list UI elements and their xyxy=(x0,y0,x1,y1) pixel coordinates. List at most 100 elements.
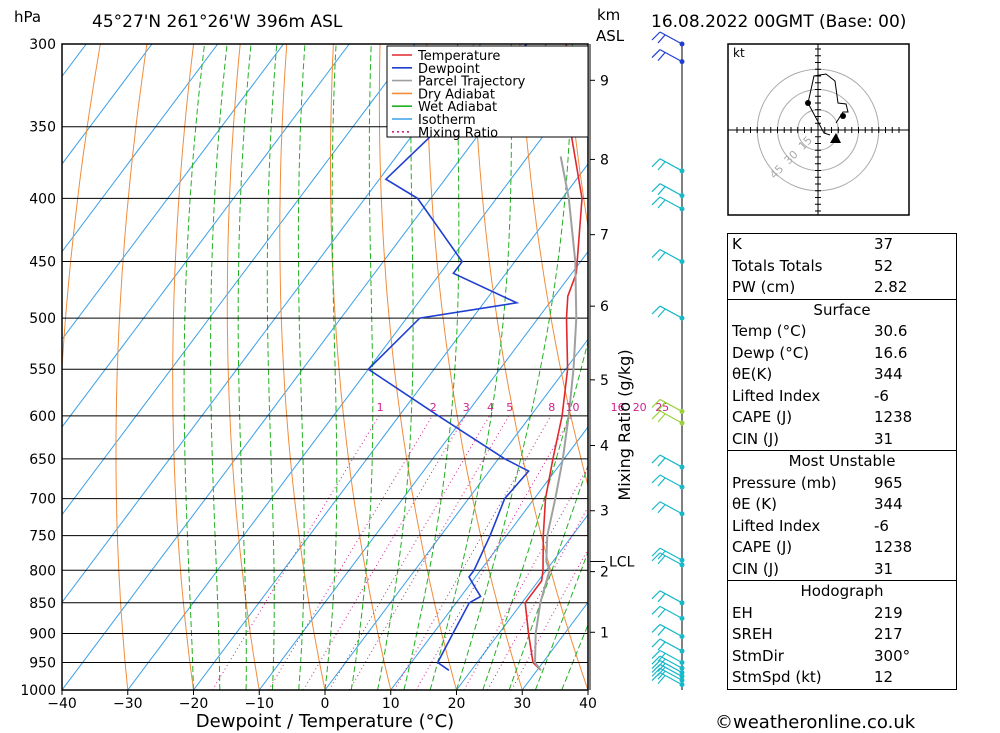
index-label: Totals Totals xyxy=(732,256,823,275)
wind-dot xyxy=(679,59,685,65)
pressure-tick-label: 650 xyxy=(29,452,56,468)
x-tick-label: 10 xyxy=(382,696,400,712)
isotherm-line xyxy=(62,44,350,428)
index-label: Dewp (°C) xyxy=(732,343,810,362)
x-axis-title: Dewpoint / Temperature (°C) xyxy=(196,711,454,732)
index-value: 1238 xyxy=(874,408,913,426)
wind-barb-staff xyxy=(659,158,683,172)
dry-adiabat-line xyxy=(566,44,588,230)
wind-barb-flag xyxy=(657,252,666,261)
index-row: Temp (°C) 30.6 xyxy=(728,321,956,343)
wind-barb-staff xyxy=(659,305,683,319)
datetime-title: 16.08.2022 00GMT (Base: 00) xyxy=(651,12,906,32)
wind-barb-flag xyxy=(651,249,661,258)
pressure-tick-label: 450 xyxy=(29,255,56,271)
index-label: StmSpd (kt) xyxy=(732,668,822,686)
wind-barb-flag xyxy=(657,402,666,411)
storm-motion-marker xyxy=(830,133,841,143)
index-row: CAPE (J) 1238 xyxy=(728,407,956,429)
legend-label: Dewpoint xyxy=(418,62,480,77)
isotherm-line xyxy=(456,513,588,690)
legend-label: Parcel Trajectory xyxy=(418,75,526,90)
wind-barb-staff xyxy=(659,398,683,412)
wind-barb-staff xyxy=(659,649,683,664)
wind-barb-flag xyxy=(657,550,666,560)
index-row: Dewp (°C) 16.6 xyxy=(728,343,956,365)
index-value: 344 xyxy=(874,495,903,513)
index-value: 2.82 xyxy=(874,278,908,296)
index-row: K 37 xyxy=(728,234,956,256)
wet-adiabat-line xyxy=(377,44,414,690)
index-value: 16.6 xyxy=(874,343,908,362)
wind-barb-flag xyxy=(651,638,661,648)
mixing-ratio-label: 10 xyxy=(566,401,580,414)
indices-top-section: K 37 Totals Totals 52 PW (cm) 2.82 xyxy=(728,234,956,299)
index-label: CIN (J) xyxy=(732,429,780,448)
profile-line-temperature xyxy=(524,44,583,671)
index-label: θE (K) xyxy=(732,495,777,513)
wind-barb-flag xyxy=(651,663,661,673)
isotherm-line xyxy=(0,44,21,690)
wind-barb-staff xyxy=(659,663,683,677)
wind-barb-flag xyxy=(651,672,661,682)
plot-frame xyxy=(61,43,589,691)
index-label: Temp (°C) xyxy=(732,322,807,340)
index-label: CIN (J) xyxy=(732,559,780,578)
mixing-ratio-label: 1 xyxy=(377,401,384,414)
pressure-level-lines xyxy=(62,44,588,690)
isotherm-line xyxy=(62,44,219,253)
mixing-ratio-label: 3 xyxy=(463,401,470,414)
wind-barb-flag xyxy=(657,663,666,672)
index-row: θE(K) 344 xyxy=(728,364,956,386)
x-tick-label: 0 xyxy=(321,696,330,712)
legend-label: Isotherm xyxy=(418,113,476,128)
index-value: 965 xyxy=(874,473,903,492)
wind-barb-flag xyxy=(657,308,666,318)
wind-barb-flag xyxy=(657,477,666,487)
pressure-tick-label: 950 xyxy=(29,656,56,672)
x-tick-label: 30 xyxy=(513,696,531,712)
index-value: 37 xyxy=(874,235,894,253)
pressure-tick-label: 900 xyxy=(29,627,56,643)
pressure-tick-label: 850 xyxy=(29,596,56,612)
index-row: CAPE (J) 1238 xyxy=(728,537,956,559)
wind-barb-staff xyxy=(659,638,683,652)
isotherm-line xyxy=(62,44,284,341)
index-row: SREH 217 xyxy=(728,624,956,646)
wet-adiabat-line xyxy=(210,44,228,690)
mixing-ratio-line xyxy=(211,415,380,690)
wet-adiabat-line xyxy=(297,44,306,690)
wind-barb-staff xyxy=(659,49,683,63)
wind-barb-staff xyxy=(659,474,683,488)
hodograph-trace xyxy=(807,73,849,136)
wind-barb-staff xyxy=(659,605,683,619)
plot-area xyxy=(0,44,588,690)
index-label: SREH xyxy=(732,625,773,643)
wind-barb-flag xyxy=(657,670,666,680)
index-label: K xyxy=(732,235,742,253)
index-value: 31 xyxy=(874,559,894,578)
y-axis-title-mixing: Mixing Ratio (g/kg) xyxy=(615,349,634,500)
legend-label: Mixing Ratio xyxy=(418,126,498,141)
dry-adiabat-line xyxy=(472,44,588,690)
index-value: 52 xyxy=(874,256,894,275)
mixing-ratio-label: 20 xyxy=(633,401,647,414)
wind-barb-staff xyxy=(659,31,683,45)
wind-barb-staff xyxy=(659,547,683,561)
indices-table: K 37 Totals Totals 52 PW (cm) 2.82 Surface … xyxy=(727,233,957,690)
index-value: 217 xyxy=(874,625,903,643)
height-tick-label: 4 xyxy=(600,439,609,455)
hodograph-heading: Hodograph xyxy=(728,580,956,603)
x-tick-label: −30 xyxy=(113,696,143,712)
wind-barb-flag xyxy=(651,158,661,168)
surface-section: Surface Temp (°C) 30.6 Dewp (°C) 16.6 θE(K… xyxy=(728,298,956,451)
copyright-footer: ©weatheronline.co.uk xyxy=(715,712,916,733)
wind-barb-staff xyxy=(659,590,683,604)
legend-label: Dry Adiabat xyxy=(418,87,495,102)
index-value: 344 xyxy=(874,365,903,383)
wind-barb-flag xyxy=(651,410,661,420)
wet-adiabat-line xyxy=(508,464,588,690)
wet-adiabat-lines xyxy=(183,44,588,690)
